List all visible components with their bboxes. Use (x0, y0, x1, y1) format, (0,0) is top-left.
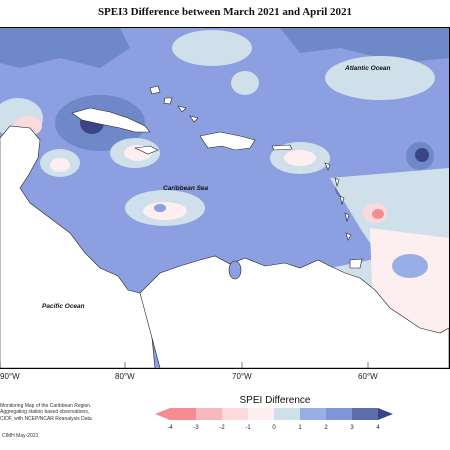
legend-tick: -2 (219, 425, 225, 431)
map-panel: Atlantic Ocean Caribbean Sea Pacific Oce… (0, 27, 450, 369)
caribbean-sea-label: Caribbean Sea (163, 185, 209, 192)
bahamas (149, 85, 199, 123)
legend-tick: 4 (376, 425, 380, 431)
colorbar-bin (300, 408, 326, 420)
legend-tick: -4 (167, 425, 173, 431)
land-masses (0, 85, 449, 368)
atlantic-ocean-label: Atlantic Ocean (344, 65, 391, 72)
legend-tick: 0 (272, 425, 276, 431)
colorbar-bin (170, 408, 196, 420)
trinidad (349, 258, 363, 269)
description-line-3: CIOF, with NCEP/NCAR Reanalysis Data (0, 415, 92, 422)
lon-tick-80w: 80°W (115, 372, 135, 381)
colorbar-legend: SPEI Difference -4 -3 -2 -1 0 1 2 3 4 (150, 395, 400, 445)
tick-marks (0, 362, 369, 368)
lon-tick-90w: 90°W (0, 372, 20, 381)
description-line-2: Aggregating station based observations, (0, 409, 90, 416)
hispaniola (199, 131, 256, 151)
colorbar-bin (222, 408, 248, 420)
jamaica (133, 145, 159, 155)
lake-maracaibo (228, 260, 242, 280)
legend-tick: -3 (193, 425, 199, 431)
legend-tick: 1 (298, 425, 302, 431)
puerto-rico (271, 144, 293, 151)
legend-title: SPEI Difference (239, 395, 311, 406)
map-description: Monitoring Map of the Caribbean Region. … (0, 403, 120, 422)
lon-tick-60w: 60°W (358, 372, 378, 381)
spei-map: Atlantic Ocean Caribbean Sea Pacific Oce… (0, 28, 449, 368)
lon-tick-70w: 70°W (232, 372, 252, 381)
legend-tick: 2 (324, 425, 328, 431)
colorbar-bin (274, 408, 300, 420)
colorbar: -4 -3 -2 -1 0 1 2 3 4 (155, 408, 393, 431)
south-america (139, 255, 449, 368)
colorbar-bin (196, 408, 222, 420)
colorbar-bin (326, 408, 352, 420)
lesser-antilles (324, 162, 352, 241)
cuba (71, 107, 151, 133)
map-title: SPEI3 Difference between March 2021 and … (97, 6, 353, 18)
colorbar-right-arrow (378, 408, 393, 420)
colorbar-bin (248, 408, 274, 420)
colorbar-bin (352, 408, 378, 420)
legend-tick: 3 (350, 425, 354, 431)
pacific-ocean-label: Pacific Ocean (42, 303, 85, 310)
description-line-1: Monitoring Map of the Caribbean Region. (0, 403, 92, 409)
credit-text: CIMH May-2021 (2, 433, 39, 439)
colorbar-left-arrow (155, 408, 170, 420)
legend-tick: -1 (245, 425, 251, 431)
